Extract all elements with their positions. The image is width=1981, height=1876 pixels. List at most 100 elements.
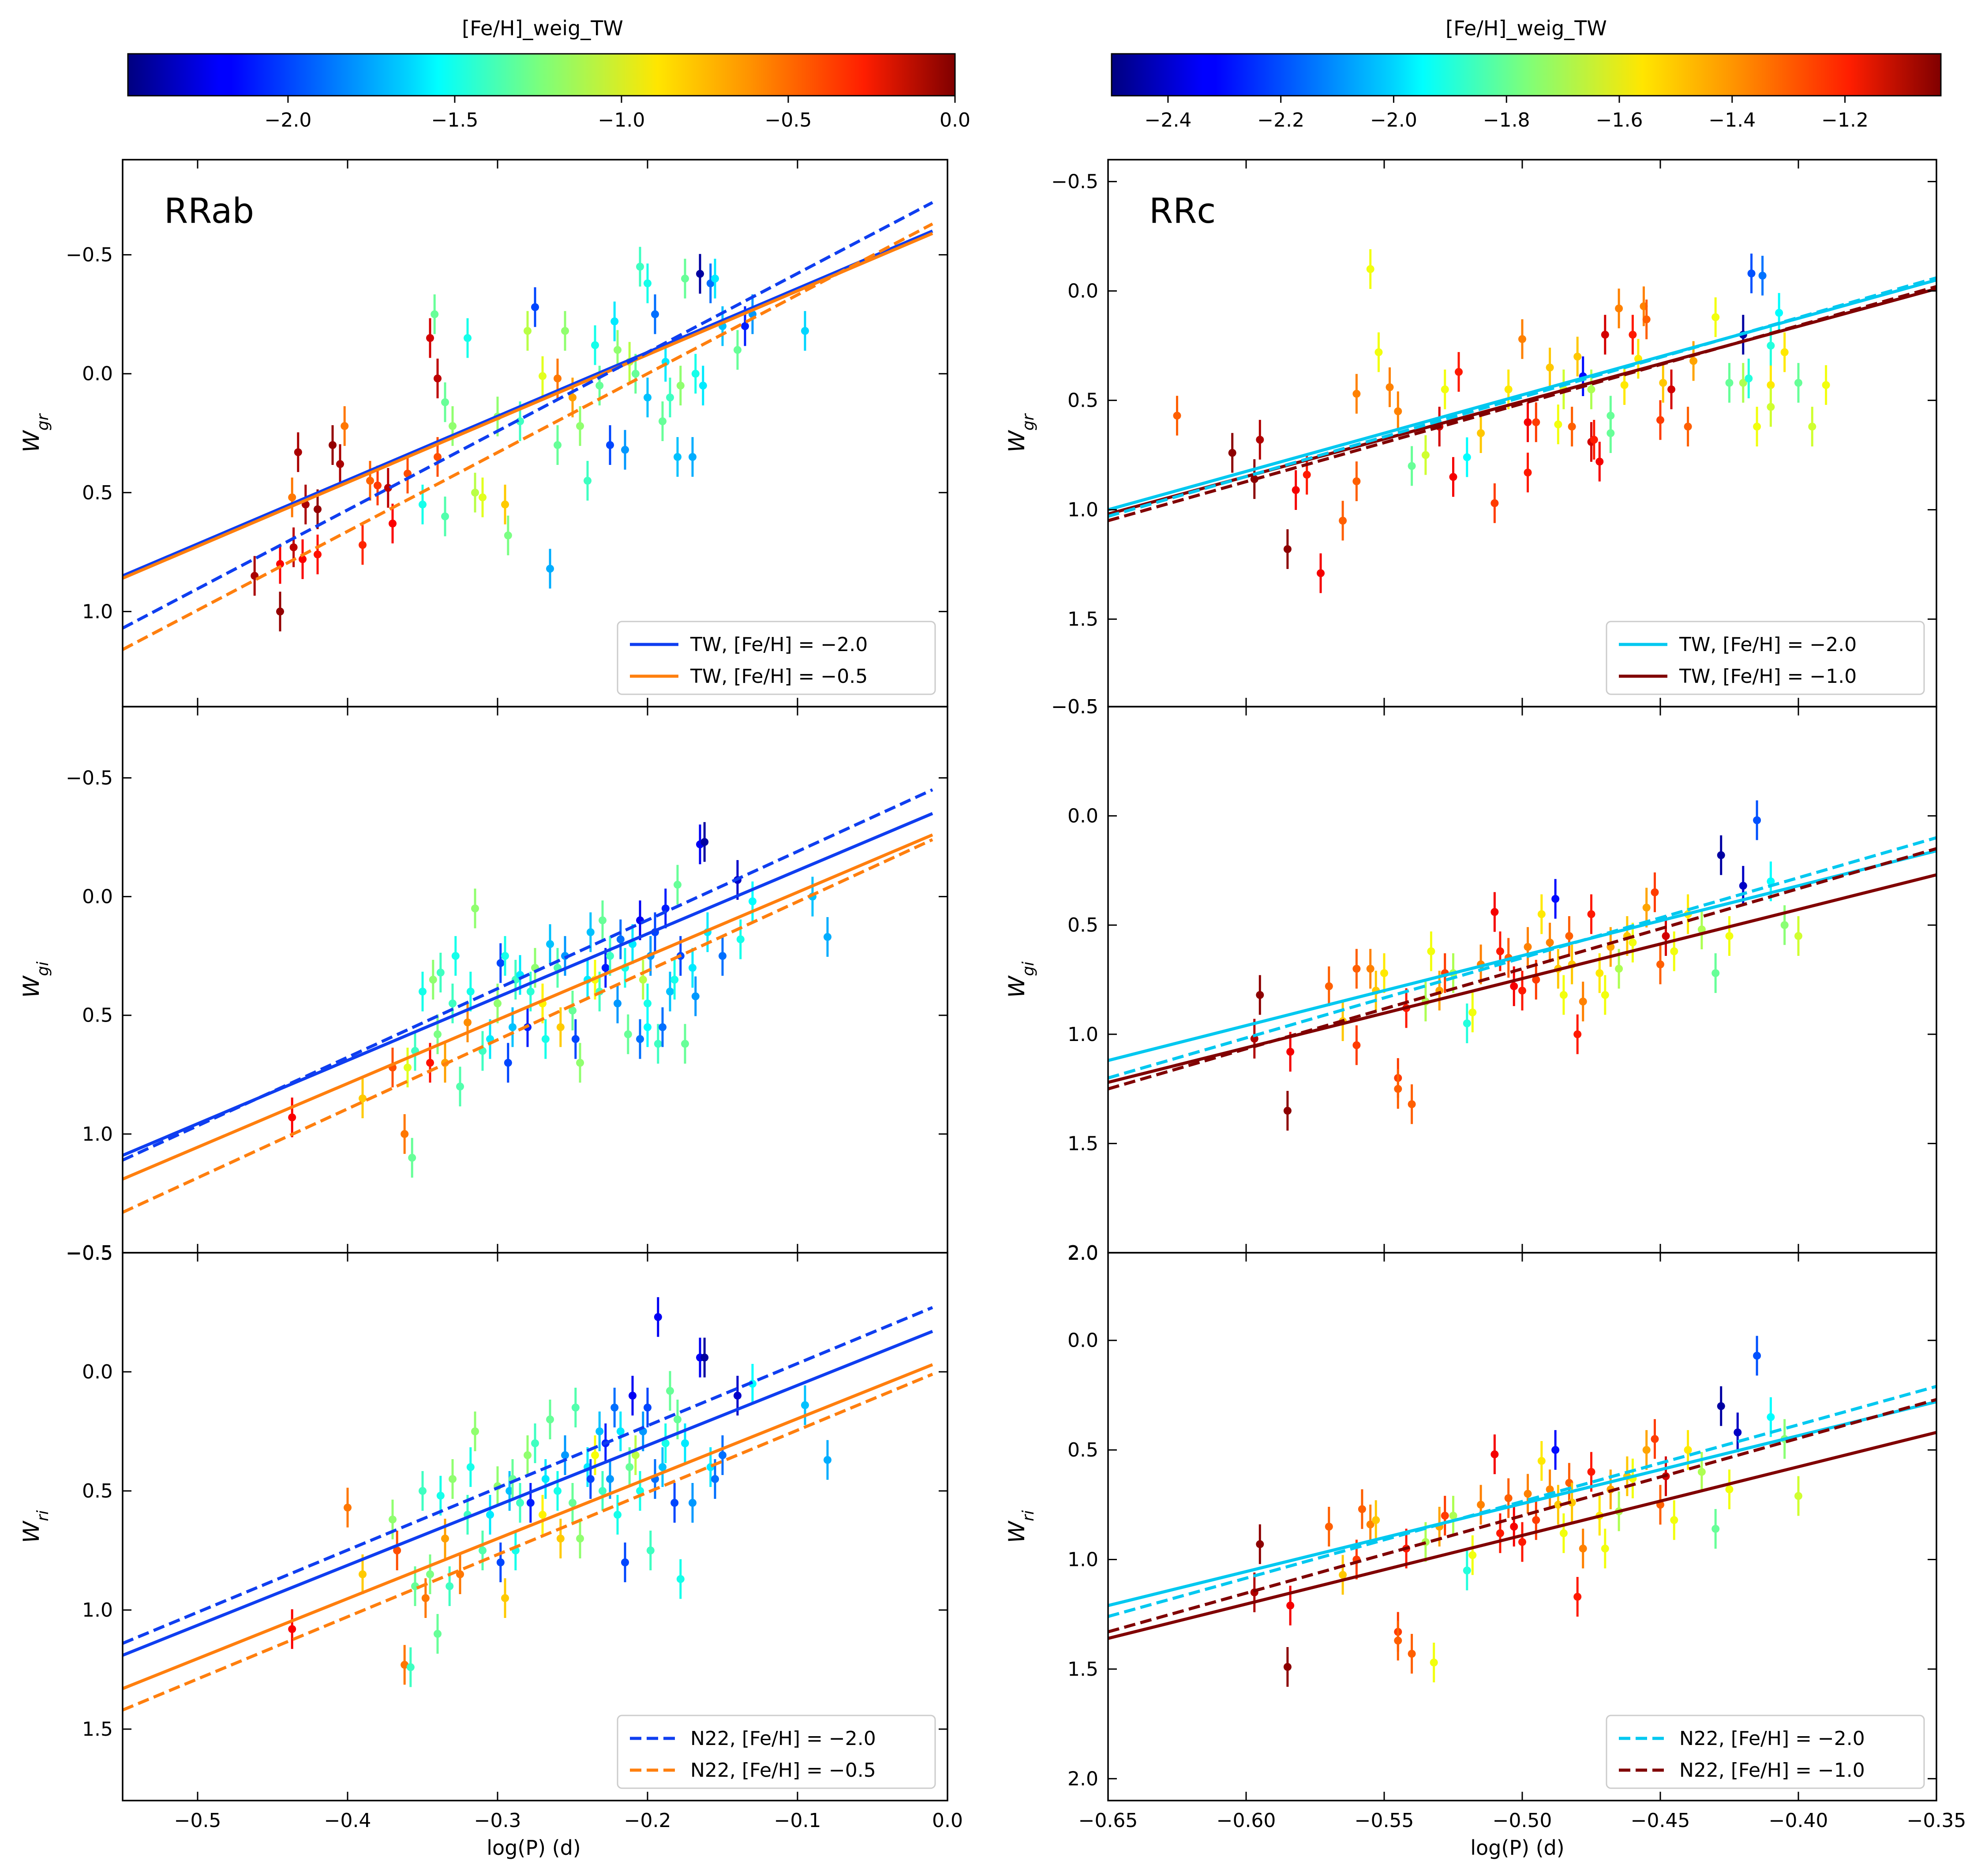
y-tick-label: −0.5 — [66, 767, 113, 789]
legend: N22, [Fe/H] = −2.0 N22, [Fe/H] = −1.0 — [1606, 1715, 1925, 1789]
data-point — [659, 417, 667, 426]
data-point — [524, 327, 532, 335]
points-group — [288, 822, 831, 1178]
fit-line — [1108, 1400, 1936, 1607]
data-point — [1256, 991, 1264, 999]
data-point — [1352, 389, 1361, 398]
data-point — [1430, 1659, 1438, 1667]
data-point — [584, 476, 592, 485]
y-tick-label: 0.5 — [1067, 1439, 1098, 1461]
y-tick-label: 0.5 — [1067, 389, 1098, 412]
y-tick-label: 1.0 — [82, 1599, 113, 1621]
data-point — [446, 1582, 454, 1590]
data-point — [1697, 1468, 1706, 1476]
data-point — [1173, 412, 1181, 420]
data-point — [401, 1661, 409, 1669]
fit-line — [123, 812, 933, 1157]
x-tick-label: 0.0 — [932, 1809, 963, 1832]
data-point — [1532, 418, 1540, 427]
panel-4: −0.5 0.0 0.5 1.0 1.5 −0.5 −0.4 −0.3 −0.2 −0.1 0.0 W… — [19, 1242, 963, 1832]
data-point — [539, 372, 547, 380]
data-point — [531, 1439, 539, 1447]
data-point — [1496, 1529, 1504, 1537]
data-point — [1629, 938, 1637, 947]
data-point — [464, 334, 472, 342]
data-point — [610, 317, 619, 326]
data-point — [1565, 932, 1573, 940]
fit-line — [123, 1329, 933, 1657]
legend-box — [617, 1715, 936, 1789]
data-point — [1629, 330, 1637, 339]
data-point — [666, 1387, 674, 1395]
y-tick-label: 1.5 — [1067, 1658, 1098, 1681]
y-tick-label: 1.5 — [82, 1718, 113, 1741]
points-group — [1250, 800, 1802, 1131]
fit-line — [123, 1373, 933, 1712]
data-point — [289, 543, 298, 551]
panel-label-rrab: RRab — [164, 191, 254, 231]
fit-line — [1108, 285, 1936, 522]
data-point — [1554, 420, 1562, 429]
colorbar-right-ticks: −2.4 −2.2 −2.0 −1.8 −1.6 −1.4 −1.2 — [1144, 96, 1869, 131]
data-point — [1739, 378, 1747, 387]
panel-5: 0.0 0.5 1.0 1.5 2.0 −0.65 −0.60 −0.55 −0.50 −0.45… — [1004, 1252, 1966, 1832]
data-point — [1794, 932, 1802, 940]
data-point — [719, 1451, 726, 1459]
data-point — [1587, 385, 1595, 393]
data-point — [1518, 1538, 1526, 1546]
data-point — [546, 565, 554, 573]
data-point — [466, 1463, 475, 1471]
data-point — [654, 1040, 662, 1048]
y-tick-label: 0.5 — [82, 1480, 113, 1502]
data-point — [1551, 895, 1560, 903]
data-point — [636, 1487, 644, 1495]
data-point — [1490, 1450, 1499, 1459]
data-point — [595, 382, 604, 390]
data-point — [1477, 1501, 1485, 1509]
data-point — [426, 334, 434, 342]
data-point — [561, 1451, 569, 1459]
data-point — [1753, 423, 1761, 431]
fit-line — [123, 1306, 933, 1645]
y-tick-label: 0.0 — [1067, 805, 1098, 828]
panel-2: −0.5 0.0 0.5 1.0 Wgi — [19, 706, 948, 1254]
data-point — [595, 1427, 604, 1435]
data-point — [1504, 1494, 1513, 1502]
data-point — [1684, 423, 1692, 431]
data-point — [1780, 348, 1789, 356]
data-point — [569, 1006, 577, 1015]
data-point — [689, 1499, 697, 1507]
data-point — [1286, 1601, 1295, 1610]
data-point — [644, 393, 652, 402]
y-tick-label: 1.5 — [1067, 608, 1098, 631]
data-point — [1283, 545, 1292, 553]
legend-box — [1606, 1715, 1925, 1789]
data-point — [1659, 378, 1667, 387]
data-point — [1767, 877, 1775, 886]
data-point — [1767, 1413, 1775, 1421]
data-point — [691, 370, 700, 378]
data-point — [1366, 1520, 1374, 1529]
y-tick-label: 0.5 — [82, 482, 113, 504]
data-point — [1615, 965, 1623, 973]
data-point — [1490, 908, 1499, 916]
axes-frame — [122, 1252, 948, 1801]
boundary-labels: −0.5 −0.5 2.0 — [66, 696, 1098, 1265]
data-point — [670, 976, 679, 984]
data-point — [541, 1035, 550, 1043]
y-tick-label: 1.0 — [1067, 499, 1098, 521]
fit-line — [123, 201, 933, 630]
data-point — [496, 959, 505, 967]
data-point — [1518, 335, 1526, 343]
data-point — [541, 1475, 550, 1483]
data-point — [1504, 385, 1513, 393]
fit-line — [1108, 836, 1936, 1080]
data-point — [419, 987, 427, 996]
data-point — [629, 1392, 637, 1400]
data-point — [1568, 423, 1576, 431]
data-point — [288, 493, 296, 502]
legend-label: TW, [Fe/H] = −2.0 — [690, 633, 868, 656]
panel-label-rrc: RRc — [1149, 191, 1216, 231]
data-point — [1380, 969, 1388, 977]
